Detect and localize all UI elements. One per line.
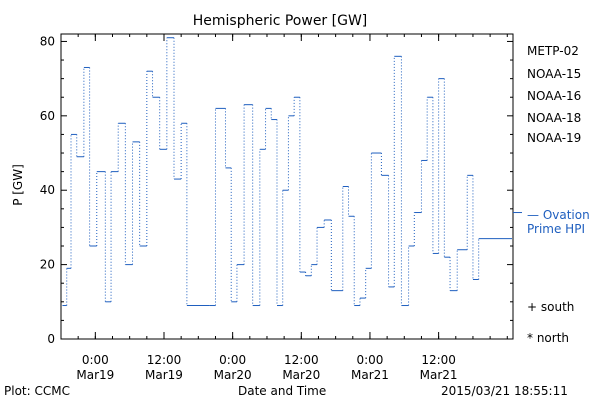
- reference-label-line2: Prime HPI: [527, 222, 585, 236]
- y-tick-label: 0: [47, 332, 55, 346]
- x-tick-label-date: Mar19: [76, 368, 114, 382]
- marker-legend-south: + south: [527, 300, 574, 314]
- x-axis-label: Date and Time: [238, 384, 327, 398]
- asterisk-icon: *: [527, 331, 533, 345]
- marker-legend-south-label: south: [540, 300, 575, 314]
- reference-dash-icon: —: [527, 208, 543, 222]
- plus-icon: +: [527, 300, 538, 314]
- y-axis-label: P [GW]: [11, 164, 25, 206]
- legend-metp-02: METP-02: [527, 44, 579, 58]
- y-tick-label: 60: [40, 109, 55, 123]
- x-tick-label-date: Mar19: [145, 368, 183, 382]
- plot-frame: [60, 33, 514, 340]
- legend-noaa-19: NOAA-19: [527, 131, 582, 145]
- x-tick-label-time: 0:00: [219, 353, 246, 367]
- x-tick-label-time: 12:00: [284, 353, 319, 367]
- x-tick-label-date: Mar20: [214, 368, 252, 382]
- reference-label: — Ovation: [527, 208, 590, 222]
- legend-noaa-16: NOAA-16: [527, 89, 582, 103]
- x-tick-label-date: Mar21: [420, 368, 458, 382]
- footer-timestamp: 2015/03/21 18:55:11: [441, 384, 568, 398]
- series-layer: [62, 37, 512, 307]
- x-axis: 0:00Mar1912:00Mar190:00Mar2012:00Mar200:…: [60, 34, 508, 382]
- y-tick-label: 20: [40, 258, 55, 272]
- marker-legend-north-label: north: [536, 331, 570, 345]
- x-tick-label-date: Mar20: [282, 368, 320, 382]
- x-tick-label-time: 0:00: [82, 353, 109, 367]
- legend-noaa-15: NOAA-15: [527, 67, 582, 81]
- y-tick-label: 80: [40, 34, 55, 48]
- x-tick-label-time: 12:00: [147, 353, 182, 367]
- x-tick-label-time: 12:00: [421, 353, 456, 367]
- y-axis: 0 20 40 60 80: [40, 34, 513, 346]
- legend-noaa-18: NOAA-18: [527, 111, 582, 125]
- y-tick-label: 40: [40, 183, 55, 197]
- x-tick-label-time: 0:00: [356, 353, 383, 367]
- reference-label-line1: Ovation: [542, 208, 590, 222]
- marker-legend-north: * north: [527, 331, 569, 345]
- footer-plot-credit: Plot: CCMC: [4, 384, 70, 398]
- chart-title: Hemispheric Power [GW]: [192, 13, 368, 29]
- x-tick-label-date: Mar21: [351, 368, 389, 382]
